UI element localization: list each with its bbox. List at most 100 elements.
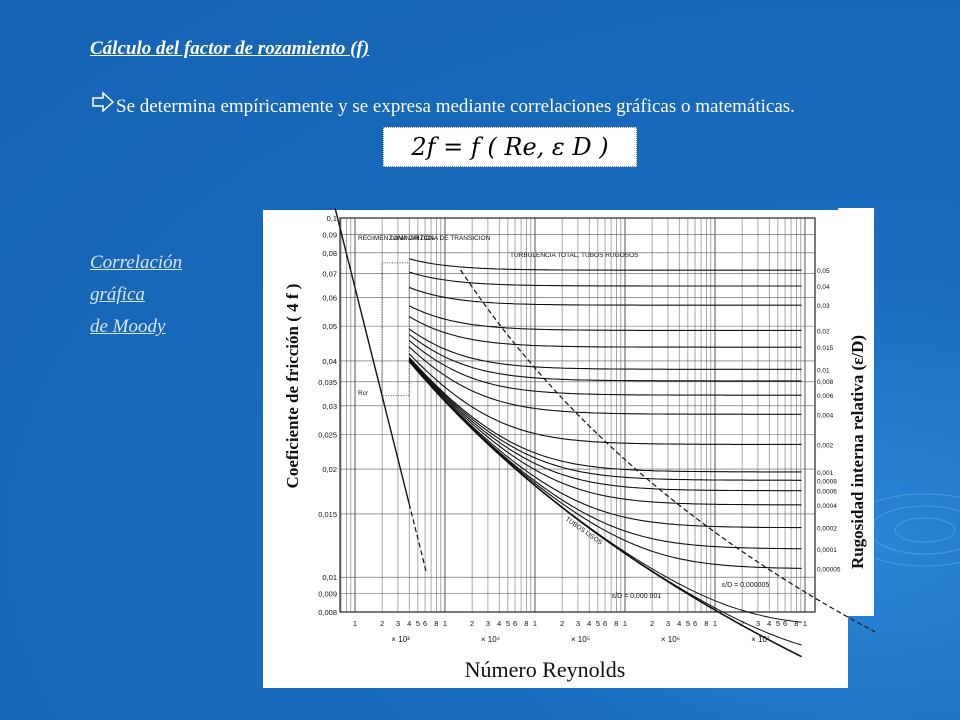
region-label: TURBULENCIA TOTAL, TUBOS RUGOSOS [510,252,639,259]
friction-curve [409,271,802,287]
x-tick-label: 8 [794,619,798,628]
friction-curve [408,357,802,473]
friction-curve [408,357,802,481]
x-tick-label: 1 [353,619,357,628]
right-tick-label: 0,0004 [817,503,837,510]
x-tick-label: 6 [423,619,427,628]
region-label: ZONA CRITICA [389,235,435,242]
x-tick-label: 4 [407,619,411,628]
x-tick-label: 5 [416,619,420,628]
friction-curve [409,286,802,306]
x-tick-label: 4 [677,619,681,628]
x-tick-label: 5 [776,619,780,628]
right-tick-label: 0,05 [817,268,830,275]
x-tick-label: 5 [596,619,600,628]
y-axis-title: Coeficiente de fricción ( 4 f ) [283,284,302,489]
y-tick-label: 0,008 [318,608,337,617]
friction-curve [408,328,802,370]
right-tick-label: 0,006 [817,393,834,400]
x-tick-label: 2 [380,619,384,628]
x-tick-label: 1 [803,619,807,628]
y-tick-label: 0,09 [322,230,337,239]
laminar-line [334,207,410,505]
x-tick-label: 4 [497,619,501,628]
right-tick-label: 0,001 [817,470,834,477]
friction-curve [408,360,802,529]
friction-curve [409,258,802,271]
x-tick-label: 2 [560,619,564,628]
friction-curve [408,305,802,331]
critical-zone [381,262,410,397]
y-tick-label: 0,015 [318,510,337,519]
right-tick-label: 0,015 [817,345,834,352]
right-tick-label: 0,0002 [817,526,837,533]
right-tick-label: 0,02 [817,328,830,335]
y-tick-label: 0,1 [327,214,337,223]
bullet-text: Se determina empíricamente y se expresa … [116,96,795,117]
friction-curve [408,316,802,348]
region-label: ZONA DE TRANSICION [420,235,491,242]
formula: 2f = f ( Re, ε D ) [383,127,637,167]
x-tick-label: 5 [686,619,690,628]
x-tick-label: 5 [506,619,510,628]
x-tick-label: 4 [587,619,591,628]
y-tick-label: 0,06 [322,294,337,303]
friction-curve [408,353,802,445]
x-tick-label: 1 [713,619,717,628]
x-tick-label: 6 [693,619,697,628]
right-axis-title: Rugosidad interna relativa (ε/D) [848,335,867,569]
x-tick-label: 3 [756,619,760,628]
right-tick-label: 0,0001 [817,547,837,554]
y-tick-label: 0,03 [322,402,337,411]
x-tick-label: 8 [704,619,708,628]
x-tick-label: 6 [783,619,787,628]
x-multiplier: × 10⁶ [661,635,680,644]
link-text[interactable]: Correlación [90,252,183,273]
region-label: Rcr [358,390,369,397]
friction-curve [408,358,802,492]
x-multiplier: × 10³ [391,635,410,644]
region-label: REGIMEN LAMINAR [358,235,419,242]
x-tick-label: 2 [650,619,654,628]
x-tick-label: 8 [524,619,528,628]
y-tick-label: 0,08 [322,249,337,258]
x-tick-label: 6 [513,619,517,628]
laminar-extension [408,503,427,573]
curve-label: ε/D = 0,000 001 [612,593,661,600]
x-tick-label: 3 [666,619,670,628]
right-tick-label: 0,0008 [817,478,837,485]
right-tick-label: 0,04 [817,284,830,291]
x-tick-label: 1 [533,619,537,628]
y-tick-label: 0,04 [322,357,337,366]
x-axis-title: Número Reynolds [465,657,626,682]
x-tick-label: 2 [470,619,474,628]
x-tick-label: 8 [614,619,618,628]
right-tick-label: 0,03 [817,303,830,310]
y-tick-label: 0,009 [318,590,337,599]
right-tick-label: 0,0006 [817,489,837,496]
x-multiplier: × 10⁷ [751,635,770,644]
right-tick-label: 0,01 [817,367,830,374]
friction-curve [408,346,802,415]
x-multiplier: × 10⁴ [481,635,501,644]
plot-frame [339,217,816,613]
right-tick-label: 0,008 [817,379,834,386]
y-tick-label: 0,035 [318,378,337,387]
right-tick-label: 0,004 [817,412,834,419]
rough-boundary [460,269,876,633]
label-box [270,232,306,540]
slide-title: Cálculo del factor de rozamiento (f) [90,38,370,59]
friction-curve [408,334,802,382]
friction-curve [408,360,802,658]
y-tick-label: 0,025 [318,430,337,439]
x-multiplier: × 10⁵ [571,635,590,644]
friction-curve [408,359,802,506]
right-tick-label: 0,00005 [817,566,841,573]
link-text[interactable]: de Moody [90,316,166,337]
x-tick-label: 3 [396,619,400,628]
link-text[interactable]: gráfica [90,284,145,305]
x-tick-label: 3 [486,619,490,628]
chart-background [263,210,848,688]
